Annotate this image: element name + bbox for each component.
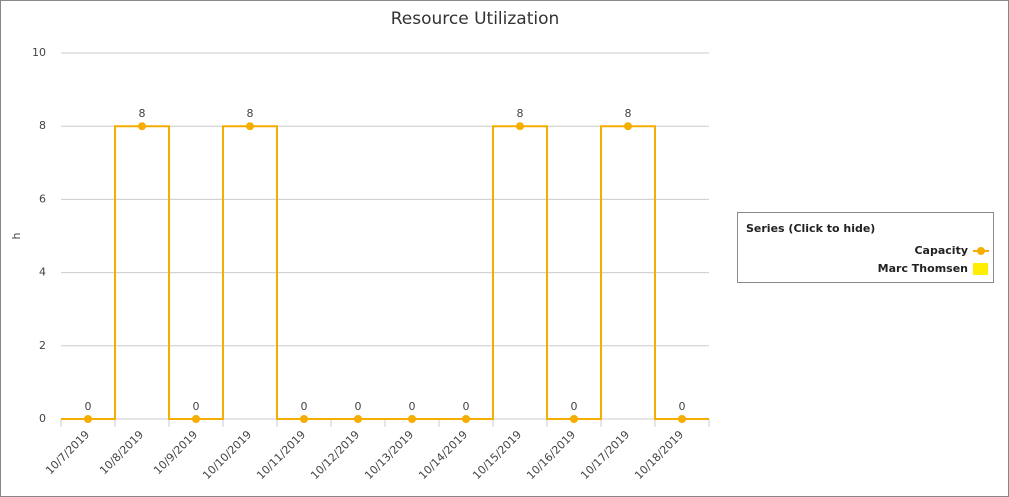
legend-box <box>737 212 994 283</box>
data-point <box>516 122 524 131</box>
data-point <box>570 415 578 423</box>
y-tick-label: 8 <box>39 119 46 132</box>
data-point <box>192 415 200 423</box>
data-point <box>408 415 416 423</box>
data-point <box>138 122 146 131</box>
y-tick-label: 2 <box>39 339 46 352</box>
data-label: 0 <box>85 400 92 413</box>
data-point <box>300 415 308 423</box>
data-point <box>246 122 254 131</box>
data-label: 0 <box>679 400 686 413</box>
y-axis-label: h <box>10 232 23 239</box>
y-tick-label: 6 <box>39 192 46 205</box>
y-tick-label: 0 <box>39 412 46 425</box>
legend-label[interactable]: Marc Thomsen <box>878 262 968 275</box>
series-line <box>61 125 709 420</box>
data-label: 0 <box>355 400 362 413</box>
data-point <box>624 122 632 131</box>
data-point <box>462 415 470 423</box>
data-label: 8 <box>625 107 632 120</box>
y-tick-label: 4 <box>39 266 46 279</box>
data-label: 0 <box>571 400 578 413</box>
y-tick-label: 10 <box>32 46 46 59</box>
data-label: 0 <box>463 400 470 413</box>
data-label: 0 <box>409 400 416 413</box>
data-point <box>84 415 92 423</box>
legend-marker[interactable] <box>973 263 988 275</box>
data-label: 8 <box>517 107 524 120</box>
legend-label[interactable]: Capacity <box>914 244 968 257</box>
data-label: 8 <box>139 107 146 120</box>
legend-marker[interactable] <box>977 247 985 255</box>
data-label: 0 <box>193 400 200 413</box>
data-label: 0 <box>301 400 308 413</box>
chart-title: Resource Utilization <box>391 9 560 29</box>
legend-title: Series (Click to hide) <box>746 222 875 235</box>
data-point <box>354 415 362 423</box>
data-label: 8 <box>247 107 254 120</box>
data-point <box>678 415 686 423</box>
